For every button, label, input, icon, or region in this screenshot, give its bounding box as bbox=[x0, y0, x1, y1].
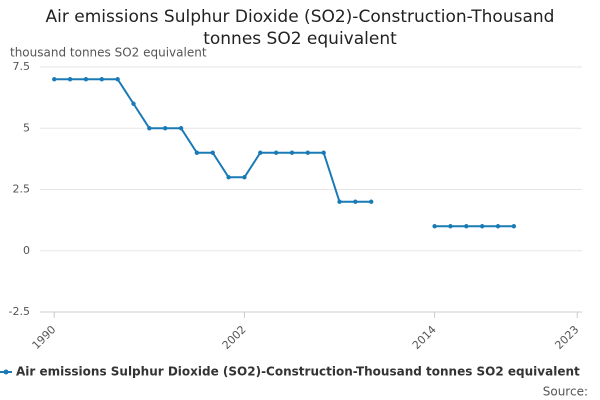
legend-label: Air emissions Sulphur Dioxide (SO2)-Cons… bbox=[16, 365, 580, 379]
point bbox=[337, 199, 342, 204]
y-tick-label: 2.5 bbox=[13, 183, 31, 196]
point bbox=[464, 224, 469, 229]
point bbox=[226, 175, 231, 180]
point bbox=[353, 199, 358, 204]
point bbox=[273, 150, 279, 155]
point bbox=[83, 77, 89, 82]
point bbox=[147, 126, 152, 131]
point bbox=[258, 150, 263, 155]
y-tick-label: -2.5 bbox=[9, 305, 30, 318]
point bbox=[369, 199, 374, 204]
y-axis-label: thousand tonnes SO2 equivalent bbox=[10, 46, 207, 60]
point bbox=[162, 126, 168, 131]
x-tick-label: 1990 bbox=[30, 323, 59, 352]
source: Source: bbox=[543, 385, 588, 399]
point bbox=[289, 150, 295, 155]
x-tick-label: 2002 bbox=[220, 323, 249, 352]
point bbox=[242, 175, 247, 180]
x-tick-label: 2014 bbox=[410, 323, 439, 352]
point bbox=[321, 150, 326, 155]
point bbox=[99, 77, 105, 82]
point bbox=[194, 150, 200, 155]
point bbox=[178, 126, 184, 131]
point bbox=[495, 224, 501, 229]
y-tick-label: 5 bbox=[23, 121, 30, 134]
point bbox=[305, 150, 311, 155]
legend-marker bbox=[3, 369, 9, 375]
point bbox=[115, 77, 120, 82]
point bbox=[210, 150, 215, 155]
point bbox=[52, 77, 57, 82]
point bbox=[432, 224, 437, 229]
point bbox=[67, 77, 73, 82]
point bbox=[131, 101, 136, 106]
point bbox=[479, 224, 485, 229]
series-line bbox=[54, 78, 514, 228]
y-tick-label: 7.5 bbox=[13, 60, 31, 73]
point bbox=[511, 224, 517, 229]
x-tick-label: 2023 bbox=[552, 323, 581, 352]
y-tick-label: 0 bbox=[23, 244, 30, 257]
chart-title: Air emissions Sulphur Dioxide (SO2)-Cons… bbox=[45, 7, 555, 49]
point bbox=[448, 224, 453, 229]
